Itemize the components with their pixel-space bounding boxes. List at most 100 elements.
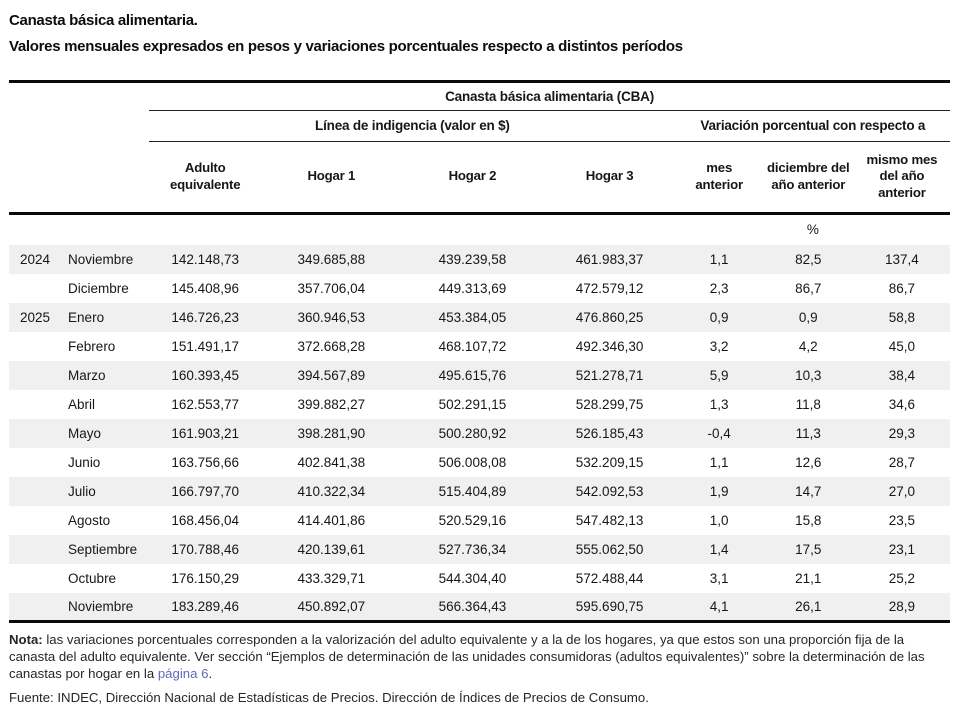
value-cell: 595.690,75 bbox=[543, 592, 676, 623]
note-block: Nota: las variaciones porcentuales corre… bbox=[9, 632, 947, 683]
value-cell: 372.668,28 bbox=[297, 338, 366, 354]
value-cell: 506.008,08 bbox=[438, 454, 507, 470]
value-cell: 1,0 bbox=[709, 512, 729, 528]
table-row: Septiembre 170.788,46 420.139,61 527.736,34… bbox=[9, 534, 950, 564]
month-cell: Agosto bbox=[68, 512, 111, 528]
value-cell: 420.139,61 bbox=[297, 541, 366, 557]
month-cell: Abril bbox=[68, 396, 96, 412]
month-cell: Febrero bbox=[68, 338, 116, 354]
value-cell: 450.892,07 bbox=[261, 592, 402, 623]
value-cell: 520.529,16 bbox=[438, 512, 507, 528]
col-header-hogar-1: Hogar 1 bbox=[261, 141, 402, 215]
year-cell bbox=[9, 592, 62, 623]
value-cell: 349.685,88 bbox=[297, 251, 366, 267]
month-cell: Junio bbox=[68, 454, 101, 470]
value-cell: 14,7 bbox=[795, 483, 822, 499]
value-cell: 168.456,04 bbox=[171, 512, 239, 528]
year-cell bbox=[9, 506, 61, 535]
note-text-end: . bbox=[208, 665, 213, 681]
source-label: Fuente: bbox=[9, 689, 54, 705]
page-6-link[interactable]: página 6 bbox=[157, 665, 209, 681]
value-cell: 414.401,86 bbox=[297, 512, 366, 528]
value-cell: 28,9 bbox=[853, 592, 950, 623]
subgroup-variacion: Variación porcentual con respecto a bbox=[675, 110, 950, 142]
year-cell bbox=[9, 564, 61, 593]
value-cell: 528.299,75 bbox=[575, 396, 644, 412]
unit-spacer bbox=[9, 213, 676, 245]
value-cell: 38,4 bbox=[888, 367, 916, 383]
value-cell: 160.393,45 bbox=[171, 367, 239, 383]
month-cell: Mayo bbox=[68, 425, 102, 441]
value-cell: 28,7 bbox=[888, 454, 916, 470]
value-cell: 23,5 bbox=[888, 512, 916, 528]
value-cell: 3,1 bbox=[709, 570, 729, 586]
value-cell: 1,3 bbox=[709, 396, 729, 412]
unit-percent-label: % bbox=[806, 222, 819, 237]
month-cell: Septiembre bbox=[68, 541, 138, 557]
value-cell: 495.615,76 bbox=[438, 367, 507, 383]
value-cell: 572.488,44 bbox=[575, 570, 644, 586]
value-cell: 476.860,25 bbox=[575, 309, 644, 325]
value-cell: 542.092,53 bbox=[575, 483, 644, 499]
month-cell: Diciembre bbox=[68, 280, 129, 296]
source-block: Fuente: INDEC, Dirección Nacional de Est… bbox=[9, 690, 950, 705]
value-cell: 82,5 bbox=[795, 251, 822, 267]
value-cell: 27,0 bbox=[888, 483, 916, 499]
value-cell: 11,3 bbox=[795, 425, 821, 441]
year-cell bbox=[9, 390, 61, 419]
month-cell: Noviembre bbox=[61, 592, 150, 623]
cba-table: Canasta básica alimentaria (CBA) Línea d… bbox=[9, 79, 950, 623]
header-spacer bbox=[9, 110, 149, 141]
value-cell: 521.278,71 bbox=[575, 367, 644, 383]
value-cell: 137,4 bbox=[885, 251, 919, 267]
value-cell: 151.491,17 bbox=[171, 338, 239, 354]
value-cell: 11,8 bbox=[795, 396, 821, 412]
value-cell: 0,9 bbox=[709, 309, 729, 325]
month-cell: Marzo bbox=[68, 367, 106, 383]
value-cell: 0,9 bbox=[798, 309, 818, 325]
value-cell: 555.062,50 bbox=[575, 541, 644, 557]
value-cell: 357.706,04 bbox=[297, 280, 366, 296]
value-cell: 399.882,27 bbox=[297, 396, 366, 412]
value-cell: 394.567,89 bbox=[297, 367, 366, 383]
value-cell: 360.946,53 bbox=[297, 309, 366, 325]
table-row: Agosto 168.456,04 414.401,86 520.529,16 547.… bbox=[9, 506, 950, 535]
value-cell: 433.329,71 bbox=[297, 570, 366, 586]
value-cell: 449.313,69 bbox=[438, 280, 507, 296]
year-cell bbox=[9, 535, 61, 564]
value-cell: 453.384,05 bbox=[438, 309, 507, 325]
year-cell bbox=[9, 361, 61, 390]
value-cell: 4,1 bbox=[675, 592, 763, 623]
page-subtitle: Valores mensuales expresados en pesos y … bbox=[9, 37, 683, 55]
value-cell: 163.756,66 bbox=[171, 454, 239, 470]
value-cell: 29,3 bbox=[888, 425, 916, 441]
value-cell: 547.482,13 bbox=[575, 512, 644, 528]
value-cell: 162.553,77 bbox=[171, 396, 239, 412]
value-cell: 34,6 bbox=[888, 396, 916, 412]
value-cell: 439.239,58 bbox=[438, 251, 507, 267]
title-block: Canasta básica alimentaria. Valores mens… bbox=[9, 12, 950, 57]
value-cell: 58,8 bbox=[888, 309, 916, 325]
year-cell bbox=[9, 274, 61, 303]
table-row: 2024 Noviembre 142.148,73 349.685,88 439.239… bbox=[9, 244, 950, 274]
value-cell: 532.209,15 bbox=[575, 454, 644, 470]
value-cell: 170.788,46 bbox=[171, 541, 239, 557]
group-header-row: Canasta básica alimentaria (CBA) bbox=[9, 79, 950, 111]
table-row: Marzo 160.393,45 394.567,89 495.615,76 521.2… bbox=[9, 360, 950, 390]
table-row: Junio 163.756,66 402.841,38 506.008,08 532.2… bbox=[9, 448, 950, 477]
table-row: Mayo 161.903,21 398.281,90 500.280,92 526.18… bbox=[9, 418, 950, 448]
col-header-mes-anterior: mes anterior bbox=[675, 141, 763, 215]
value-cell: 166.797,70 bbox=[171, 483, 239, 499]
value-cell: 2,3 bbox=[709, 280, 729, 296]
table-row: Febrero 151.491,17 372.668,28 468.107,72 492… bbox=[9, 332, 950, 361]
month-cell: Julio bbox=[68, 483, 96, 499]
year-cell bbox=[9, 332, 61, 361]
value-cell: 526.185,43 bbox=[575, 425, 644, 441]
month-cell: Octubre bbox=[68, 570, 117, 586]
value-cell: 566.364,43 bbox=[401, 592, 544, 623]
value-cell: 142.148,73 bbox=[171, 251, 239, 267]
value-cell: 176.150,29 bbox=[171, 570, 239, 586]
value-cell: 10,3 bbox=[795, 367, 822, 383]
col-header-hogar-3: Hogar 3 bbox=[543, 141, 676, 215]
value-cell: 1,9 bbox=[709, 483, 729, 499]
